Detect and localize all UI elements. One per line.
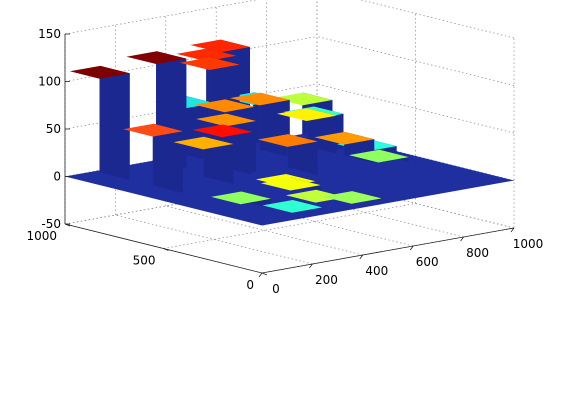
y-tick-label: 500 <box>133 254 156 268</box>
bar-top-face <box>321 191 382 204</box>
x-axis-line <box>261 227 515 274</box>
y-tick-label: 0 <box>246 278 254 292</box>
y-tick-mark <box>261 272 268 276</box>
z-tick-label: 0 <box>53 170 61 184</box>
bar <box>173 136 234 190</box>
bar-front-face <box>351 198 382 206</box>
x-tick-mark <box>258 272 263 278</box>
z-tick-label: 150 <box>38 27 61 41</box>
bar-top-face <box>192 124 253 138</box>
bar <box>257 134 318 181</box>
x-tick-mark <box>409 245 414 251</box>
bar-top-face <box>69 65 130 79</box>
bar-top-face <box>272 92 333 106</box>
bar-side-face <box>100 65 130 180</box>
gridline-z <box>64 83 318 130</box>
bar-top-face <box>229 92 290 106</box>
x-tick-label: 600 <box>416 255 439 269</box>
gridline-z <box>64 0 258 35</box>
bar-top-face <box>126 51 187 64</box>
bar-top-face <box>190 39 250 53</box>
bar-top-face <box>260 177 321 191</box>
bar-side-face <box>153 123 183 193</box>
x-tick-mark <box>510 227 515 233</box>
bar-side-face <box>203 136 234 184</box>
z-tick-label: 100 <box>38 75 61 89</box>
bar-top-face <box>176 48 237 62</box>
bar-top-face <box>123 123 183 137</box>
x-tick-label: 400 <box>365 264 388 278</box>
x-tick-mark <box>309 263 313 269</box>
bar-top-face <box>285 189 346 203</box>
x-tick-mark <box>460 236 464 242</box>
bar <box>348 149 409 168</box>
bar-top-face <box>257 134 318 147</box>
y-tick-mark <box>163 248 169 251</box>
z-tick-label: 50 <box>46 122 61 136</box>
gridline-x <box>165 205 363 256</box>
x-tick-mark <box>359 254 364 260</box>
bar-top-face <box>277 108 337 121</box>
gridline-z <box>316 36 515 86</box>
gridline-z <box>64 36 318 82</box>
tick-layer: -50 0 50 100 150 0 200 400 600 800 1000 0 500 1000 <box>26 27 543 296</box>
x-tick-label: 0 <box>272 282 280 296</box>
bar-top-face <box>173 136 234 150</box>
bar-top-face <box>194 99 255 113</box>
bar-top-face <box>211 191 271 205</box>
x-tick-label: 1000 <box>513 237 544 251</box>
z-tick-label: -50 <box>41 217 61 231</box>
y-tick-mark <box>64 223 71 227</box>
gridline-x <box>115 214 313 265</box>
bar-top-face <box>348 149 409 163</box>
bar <box>211 191 271 214</box>
bar-top-face <box>314 131 375 145</box>
bar <box>262 200 323 215</box>
gridline-y <box>163 203 416 249</box>
gridline-z <box>316 83 515 134</box>
bar-front-face <box>292 207 323 215</box>
bar <box>321 191 382 206</box>
x-tick-label: 200 <box>315 273 338 287</box>
bar <box>123 123 183 199</box>
bar <box>69 65 130 186</box>
bar-top-face <box>179 57 240 70</box>
y-tick-label: 1000 <box>26 229 57 243</box>
x-tick-label: 800 <box>466 246 489 260</box>
bar-top-face <box>196 113 256 127</box>
bars-layer <box>69 39 409 215</box>
bar-top-face <box>262 200 323 213</box>
